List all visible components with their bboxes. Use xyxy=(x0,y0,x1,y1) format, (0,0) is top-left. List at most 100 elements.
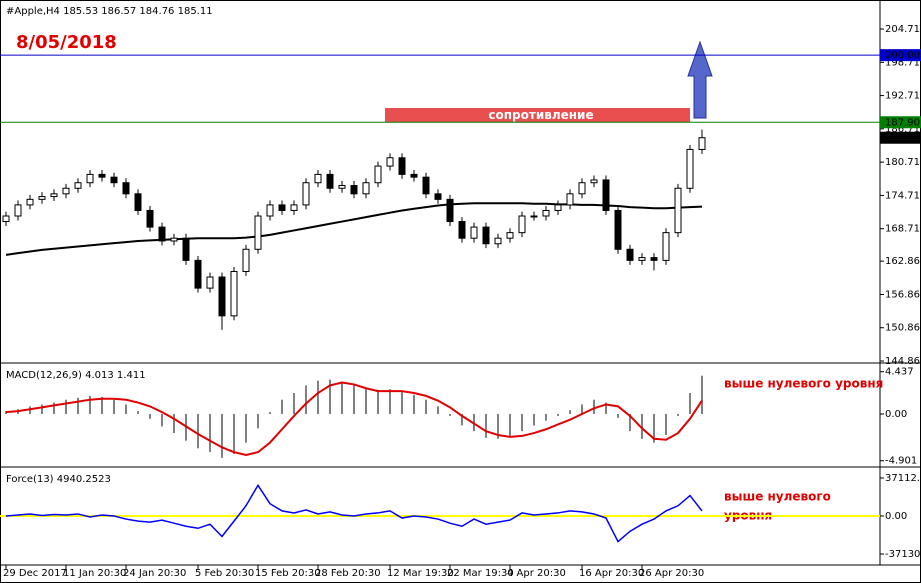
macd-bar xyxy=(617,413,619,418)
macd-bar xyxy=(509,413,511,437)
candle-body xyxy=(2,215,10,223)
candle-body xyxy=(86,173,94,184)
candle-body xyxy=(290,204,298,211)
candle-body xyxy=(50,193,58,198)
candle-body xyxy=(650,257,658,261)
y-tick-label: 192.71 xyxy=(885,91,920,102)
candle-body xyxy=(566,193,574,206)
macd-bar xyxy=(485,413,487,438)
candle-body xyxy=(14,204,22,217)
candle-body xyxy=(302,182,310,206)
macd-bar xyxy=(269,412,271,414)
macd-bar xyxy=(581,404,583,414)
y-tick-label: 174.71 xyxy=(885,190,920,201)
macd-bar xyxy=(329,379,331,414)
candle-body xyxy=(266,204,274,217)
macd-bar xyxy=(545,413,547,421)
resistance-label: сопротивление xyxy=(488,108,593,122)
candle-body xyxy=(98,173,106,178)
chart-header: #Apple,H4 185.53 186.57 184.76 185.11 xyxy=(6,6,213,17)
macd-bar xyxy=(533,413,535,426)
y-tick-label: 144.86 xyxy=(885,356,920,367)
candle-body xyxy=(254,215,262,250)
candle-body xyxy=(494,237,502,245)
force-label: Force(13) 4940.2523 xyxy=(6,474,111,485)
candle-body xyxy=(314,173,322,184)
candle-body xyxy=(242,248,250,272)
macd-bar xyxy=(665,413,667,435)
force-line xyxy=(5,483,703,543)
macd-bar xyxy=(161,413,163,427)
y-tick-label: 168.71 xyxy=(885,224,920,235)
candle-body xyxy=(74,182,82,189)
level-box xyxy=(880,49,921,62)
candle-body xyxy=(590,179,598,184)
x-tick-label: 24 Jan 20:30 xyxy=(123,568,186,579)
candle-body xyxy=(146,209,154,228)
candle-body xyxy=(362,182,370,195)
macd-bar xyxy=(53,402,55,414)
macd-bar xyxy=(245,413,247,443)
candle-body xyxy=(350,184,358,195)
macd-bar xyxy=(125,404,127,414)
macd-bar xyxy=(461,413,463,426)
last-price-box xyxy=(880,131,921,144)
macd-bar xyxy=(173,413,175,434)
candle-body xyxy=(626,248,634,261)
x-tick-label: 12 Mar 19:30 xyxy=(387,568,454,579)
macd-bar xyxy=(365,389,367,414)
macd-bar xyxy=(317,380,319,414)
x-tick-label: 16 Apr 20:30 xyxy=(579,568,644,579)
x-tick-label: 11 Jan 20:30 xyxy=(63,568,126,579)
macd-bar xyxy=(605,402,607,414)
macd-bar xyxy=(149,413,151,419)
up-arrow xyxy=(687,40,713,119)
x-tick-label: 29 Dec 2017 xyxy=(3,568,67,579)
macd-bar xyxy=(677,413,679,416)
candle-body xyxy=(506,232,514,239)
candle-body xyxy=(578,182,586,195)
date-label: 8/05/2018 xyxy=(16,32,117,53)
candle-body xyxy=(674,187,682,234)
candle-body xyxy=(182,237,190,261)
x-tick-label: 4 Apr 20:30 xyxy=(507,568,566,579)
candle-body xyxy=(398,157,406,175)
candle-body xyxy=(386,157,394,167)
candle-body xyxy=(326,173,334,189)
candle-body xyxy=(158,226,166,242)
y-tick-label: 204.71 xyxy=(885,24,920,35)
candle-body xyxy=(662,232,670,261)
candle-body xyxy=(62,187,70,195)
macd-bar xyxy=(497,413,499,439)
macd-bar xyxy=(209,413,211,453)
macd-bar xyxy=(449,413,451,416)
candle-body xyxy=(374,165,382,184)
signal-line xyxy=(5,381,703,457)
macd-label: MACD(12,26,9) 4.013 1.411 xyxy=(6,370,146,381)
resistance-box xyxy=(385,108,690,122)
level-label: 187.90 xyxy=(885,117,920,128)
macd-bar xyxy=(401,392,403,414)
macd-bar xyxy=(257,413,259,429)
x-tick-label: 26 Apr 20:30 xyxy=(639,568,704,579)
macd-bar xyxy=(137,411,139,414)
candle-body xyxy=(230,270,238,317)
macd-bar xyxy=(377,390,379,414)
y-tick-label: 180.71 xyxy=(885,157,920,168)
candle-body xyxy=(542,209,550,217)
level-box xyxy=(880,116,921,129)
macd-bar xyxy=(65,399,67,414)
macd-bar xyxy=(413,394,415,414)
macd-bar xyxy=(5,411,7,414)
candle-body xyxy=(338,184,346,189)
candle-body xyxy=(458,221,466,239)
x-tick-label: 22 Mar 19:30 xyxy=(447,568,514,579)
candle-body xyxy=(194,259,202,289)
macd-bar xyxy=(89,395,91,414)
candle-body xyxy=(686,148,694,189)
macd-bar xyxy=(281,399,283,414)
candle-body xyxy=(206,276,214,289)
macd-bar xyxy=(557,413,559,416)
